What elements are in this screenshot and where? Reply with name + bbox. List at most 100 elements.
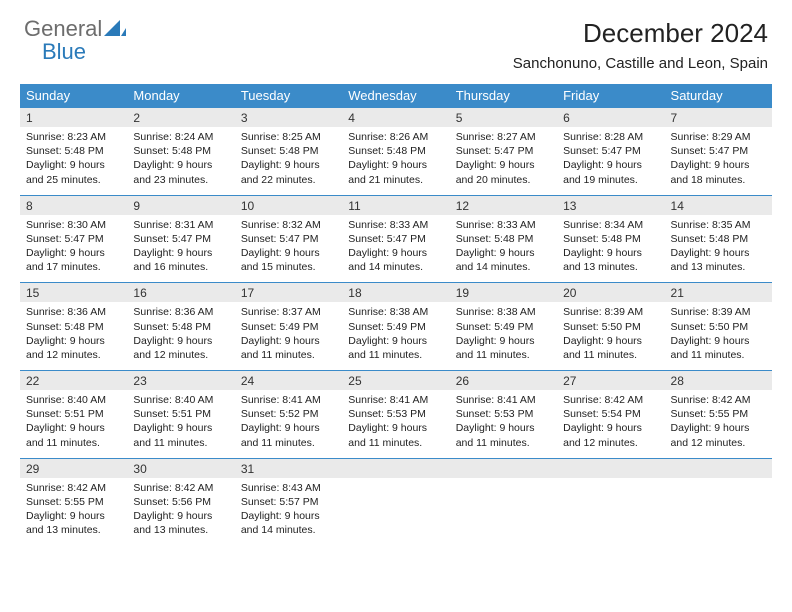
day-number-cell: [450, 458, 557, 478]
day-header: Saturday: [665, 84, 772, 108]
week-content-row: Sunrise: 8:23 AM Sunset: 5:48 PM Daylight:…: [20, 127, 772, 195]
sunset-text: Sunset: 5:48 PM: [26, 320, 121, 334]
day-content-cell: Sunrise: 8:40 AMSunset: 5:51 PMDaylight:…: [20, 390, 127, 458]
day-content-cell: Sunrise: 8:42 AMSunset: 5:54 PMDaylight:…: [557, 390, 664, 458]
day-number-cell: 10: [235, 195, 342, 215]
daylight-text: Daylight: 9 hours and 17 minutes.: [26, 246, 121, 274]
sunset-text: Sunset: 5:47 PM: [241, 232, 336, 246]
week-content-row: Sunrise: 8:40 AMSunset: 5:51 PMDaylight:…: [20, 390, 772, 458]
day-header: Monday: [127, 84, 234, 108]
daylight-text: Daylight: 9 hours and 12 minutes.: [26, 334, 121, 362]
day-number-cell: 12: [450, 195, 557, 215]
day-number-cell: 3: [235, 108, 342, 128]
sunset-text: Sunset: 5:47 PM: [563, 144, 658, 158]
logo-text-blue: Blue: [42, 39, 86, 64]
day-number-cell: 30: [127, 458, 234, 478]
day-header: Thursday: [450, 84, 557, 108]
day-content-cell: Sunrise: 8:23 AMSunset: 5:48 PMDaylight:…: [20, 127, 127, 195]
daylight-text: Daylight: 9 hours and 11 minutes.: [241, 334, 336, 362]
day-number-cell: 29: [20, 458, 127, 478]
sunset-text: Sunset: 5:47 PM: [671, 144, 766, 158]
day-number-cell: 8: [20, 195, 127, 215]
daylight-text: Daylight: 9 hours and 18 minutes.: [671, 158, 766, 186]
sunrise-text: Sunrise: 8:39 AM: [671, 305, 766, 319]
daylight-text: Daylight: 9 hours and 12 minutes.: [133, 334, 228, 362]
day-header: Sunday: [20, 84, 127, 108]
day-number-cell: 21: [665, 283, 772, 303]
sunset-text: Sunset: 5:48 PM: [241, 144, 336, 158]
location-text: Sanchonuno, Castille and Leon, Spain: [513, 55, 768, 72]
sunset-text: Sunset: 5:52 PM: [241, 407, 336, 421]
sunset-text: Sunset: 5:49 PM: [348, 320, 443, 334]
day-number-cell: 28: [665, 371, 772, 391]
sunrise-text: Sunrise: 8:43 AM: [241, 481, 336, 495]
day-number-cell: 2: [127, 108, 234, 128]
sunrise-text: Sunrise: 8:23 AM: [26, 130, 121, 144]
sunrise-text: Sunrise: 8:33 AM: [348, 218, 443, 232]
day-content-cell: [557, 478, 664, 546]
day-content-cell: Sunrise: 8:34 AMSunset: 5:48 PMDaylight:…: [557, 215, 664, 283]
sunrise-text: Sunrise: 8:42 AM: [26, 481, 121, 495]
day-content-cell: Sunrise: 8:38 AMSunset: 5:49 PMDaylight:…: [342, 302, 449, 370]
daylight-text: Daylight: 9 hours and 12 minutes.: [563, 421, 658, 449]
day-header-row: SundayMondayTuesdayWednesdayThursdayFrid…: [20, 84, 772, 108]
sunset-text: Sunset: 5:48 PM: [456, 232, 551, 246]
daylight-text: Daylight: 9 hours and 11 minutes.: [671, 334, 766, 362]
day-content-cell: [665, 478, 772, 546]
day-header: Wednesday: [342, 84, 449, 108]
day-number-cell: [557, 458, 664, 478]
logo-sail-icon: [104, 18, 126, 36]
week-daynum-row: 293031: [20, 458, 772, 478]
sunrise-text: Sunrise: 8:25 AM: [241, 130, 336, 144]
daylight-text: Daylight: 9 hours and 11 minutes.: [26, 421, 121, 449]
week-content-row: Sunrise: 8:36 AMSunset: 5:48 PMDaylight:…: [20, 302, 772, 370]
day-content-cell: Sunrise: 8:28 AMSunset: 5:47 PMDaylight:…: [557, 127, 664, 195]
day-content-cell: [342, 478, 449, 546]
daylight-text: Daylight: 9 hours and 13 minutes.: [671, 246, 766, 274]
sunset-text: Sunset: 5:48 PM: [671, 232, 766, 246]
sunset-text: Sunset: 5:50 PM: [671, 320, 766, 334]
logo: General Blue: [24, 18, 126, 64]
daylight-text: Daylight: 9 hours and 14 minutes.: [348, 246, 443, 274]
daylight-text: Daylight: 9 hours and 11 minutes.: [348, 421, 443, 449]
day-number-cell: 14: [665, 195, 772, 215]
sunrise-text: Sunrise: 8:33 AM: [456, 218, 551, 232]
day-number-cell: 5: [450, 108, 557, 128]
sunrise-text: Sunrise: 8:35 AM: [671, 218, 766, 232]
day-content-cell: Sunrise: 8:33 AMSunset: 5:48 PMDaylight:…: [450, 215, 557, 283]
sunset-text: Sunset: 5:47 PM: [348, 232, 443, 246]
daylight-text: Daylight: 9 hours and 12 minutes.: [671, 421, 766, 449]
sunset-text: Sunset: 5:55 PM: [26, 495, 121, 509]
month-title: December 2024: [513, 18, 768, 49]
sunset-text: Sunset: 5:47 PM: [456, 144, 551, 158]
day-content-cell: Sunrise: 8:39 AMSunset: 5:50 PMDaylight:…: [665, 302, 772, 370]
daylight-text: Daylight: 9 hours and 14 minutes.: [241, 509, 336, 537]
daylight-text: Daylight: 9 hours and 19 minutes.: [563, 158, 658, 186]
sunrise-text: Sunrise: 8:42 AM: [671, 393, 766, 407]
day-content-cell: Sunrise: 8:26 AMSunset: 5:48 PMDaylight:…: [342, 127, 449, 195]
daylight-text: Daylight: 9 hours and 13 minutes.: [133, 509, 228, 537]
sunrise-text: Sunrise: 8:37 AM: [241, 305, 336, 319]
day-content-cell: Sunrise: 8:42 AMSunset: 5:55 PMDaylight:…: [665, 390, 772, 458]
daylight-text: Daylight: 9 hours and 11 minutes.: [133, 421, 228, 449]
day-number-cell: 18: [342, 283, 449, 303]
sunrise-text: Sunrise: 8:41 AM: [241, 393, 336, 407]
sunrise-text: Sunrise: 8:40 AM: [133, 393, 228, 407]
sunrise-text: Sunrise: 8:31 AM: [133, 218, 228, 232]
sunset-text: Sunset: 5:50 PM: [563, 320, 658, 334]
calendar-table: SundayMondayTuesdayWednesdayThursdayFrid…: [20, 84, 772, 546]
sunrise-text: Sunrise: 8:32 AM: [241, 218, 336, 232]
sunset-text: Sunset: 5:48 PM: [348, 144, 443, 158]
day-number-cell: 4: [342, 108, 449, 128]
sunset-text: Sunset: 5:51 PM: [26, 407, 121, 421]
day-number-cell: 23: [127, 371, 234, 391]
daylight-text: Daylight: 9 hours and 13 minutes.: [563, 246, 658, 274]
daylight-text: Daylight: 9 hours and 11 minutes.: [348, 334, 443, 362]
sunrise-text: Sunrise: 8:30 AM: [26, 218, 121, 232]
week-daynum-row: 22232425262728: [20, 371, 772, 391]
sunset-text: Sunset: 5:53 PM: [456, 407, 551, 421]
day-content-cell: Sunrise: 8:41 AMSunset: 5:53 PMDaylight:…: [450, 390, 557, 458]
sunset-text: Sunset: 5:48 PM: [133, 320, 228, 334]
day-content-cell: Sunrise: 8:37 AMSunset: 5:49 PMDaylight:…: [235, 302, 342, 370]
sunset-text: Sunset: 5:51 PM: [133, 407, 228, 421]
